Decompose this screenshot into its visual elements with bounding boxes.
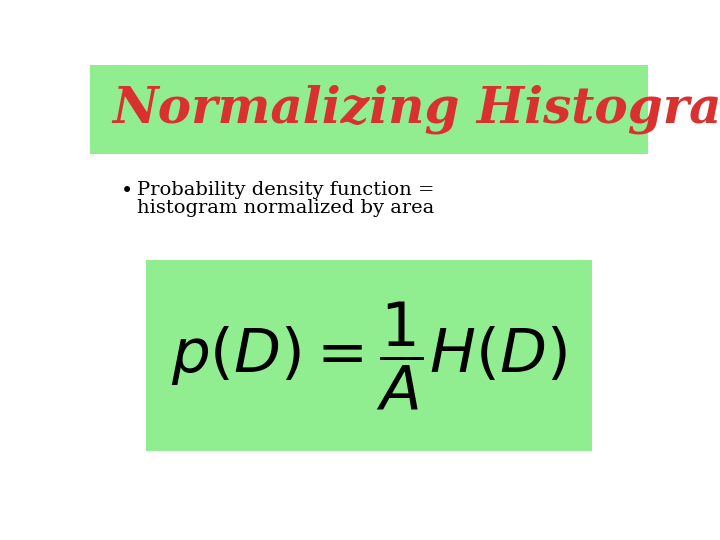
Text: •: • bbox=[121, 182, 133, 201]
Text: Normalizing Histograms: Normalizing Histograms bbox=[112, 85, 720, 134]
Text: histogram normalized by area: histogram normalized by area bbox=[138, 199, 435, 217]
FancyBboxPatch shape bbox=[145, 260, 593, 451]
FancyBboxPatch shape bbox=[90, 65, 648, 154]
Text: Probability density function =: Probability density function = bbox=[138, 180, 435, 199]
Text: $p(D) = \dfrac{1}{A} H(D)$: $p(D) = \dfrac{1}{A} H(D)$ bbox=[171, 300, 567, 412]
